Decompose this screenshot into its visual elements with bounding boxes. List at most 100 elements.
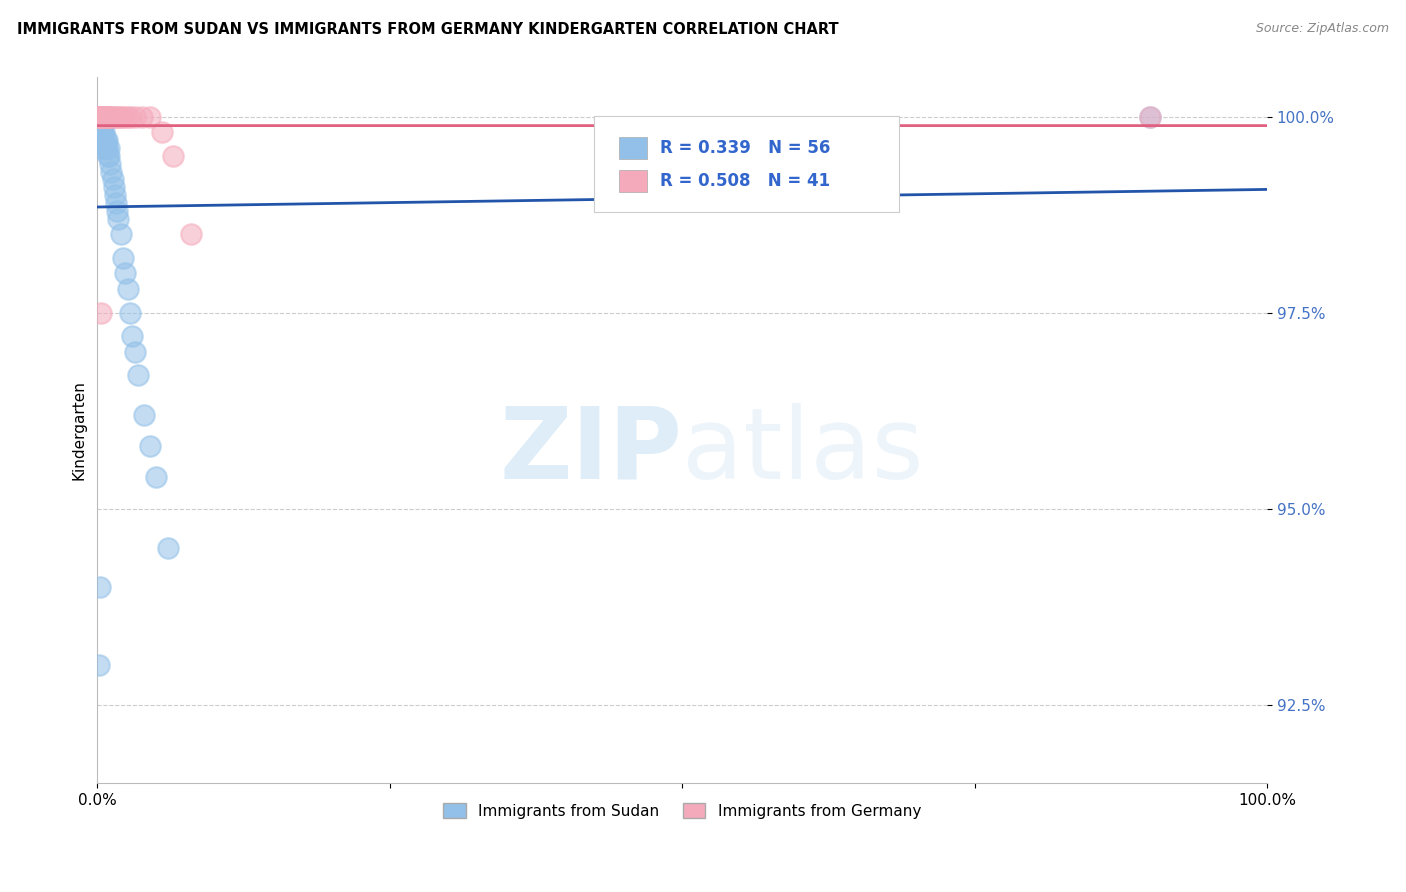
Point [89,110,111,124]
Point [124,344,146,359]
Point [94,110,117,124]
Point [90,110,112,124]
Y-axis label: Kindergarten: Kindergarten [72,380,86,480]
Point [94,141,117,155]
Point [90,133,112,147]
Point [145,470,167,484]
Point [90,141,112,155]
Point [107,211,129,226]
Point [89,110,111,124]
Point [162,149,184,163]
Point [89,110,111,124]
Point [134,408,156,422]
Point [100,164,122,178]
Point [87,110,110,124]
Point [87,110,110,124]
Point [91,110,114,124]
Point [94,133,117,147]
Point [87,658,110,673]
Point [90,118,112,132]
FancyBboxPatch shape [619,169,647,193]
Legend: Immigrants from Sudan, Immigrants from Germany: Immigrants from Sudan, Immigrants from G… [437,797,927,825]
Point [89,118,111,132]
Point [110,227,132,242]
Point [91,110,114,124]
Point [96,141,118,155]
Point [87,110,110,124]
Point [89,110,111,124]
Point [114,267,136,281]
Point [89,125,111,139]
Point [100,110,122,124]
Point [107,110,129,124]
Point [117,282,139,296]
Point [110,110,132,124]
Point [89,125,111,139]
Point [101,172,124,186]
Point [112,251,135,265]
Text: IMMIGRANTS FROM SUDAN VS IMMIGRANTS FROM GERMANY KINDERGARTEN CORRELATION CHART: IMMIGRANTS FROM SUDAN VS IMMIGRANTS FROM… [17,22,838,37]
Point [98,110,121,124]
Point [96,133,118,147]
Point [93,133,115,147]
Point [112,110,135,124]
Point [120,305,142,319]
Point [87,110,110,124]
Point [91,118,114,132]
Point [98,149,121,163]
Point [96,110,118,124]
Point [90,110,112,124]
Point [91,118,114,132]
Point [90,125,112,139]
Text: Source: ZipAtlas.com: Source: ZipAtlas.com [1256,22,1389,36]
Point [91,125,114,139]
Point [121,329,143,343]
Point [97,149,120,163]
Point [1139,110,1161,124]
Point [91,133,114,147]
Text: atlas: atlas [682,403,924,500]
Text: ZIP: ZIP [499,403,682,500]
Point [139,110,162,124]
Point [180,227,202,242]
Point [94,110,117,124]
Point [87,110,110,124]
Point [91,133,114,147]
Point [87,110,110,124]
Point [98,110,121,124]
Point [115,110,138,124]
Point [1139,110,1161,124]
Point [87,118,110,132]
Point [89,118,111,132]
Point [89,580,111,594]
Point [96,110,118,124]
Point [150,125,173,139]
Point [105,203,128,218]
Point [87,110,110,124]
Point [105,110,128,124]
Point [93,110,115,124]
Point [87,118,110,132]
Point [127,368,149,383]
Point [104,188,127,202]
Point [90,305,112,319]
Point [98,141,121,155]
Point [93,110,115,124]
Text: R = 0.339   N = 56: R = 0.339 N = 56 [659,139,831,157]
Point [87,110,110,124]
FancyBboxPatch shape [595,116,898,211]
Point [87,118,110,132]
Point [93,125,115,139]
Point [98,110,121,124]
Point [91,125,114,139]
Point [97,110,120,124]
Point [139,439,162,453]
Text: R = 0.508   N = 41: R = 0.508 N = 41 [659,172,830,190]
Point [103,180,125,194]
Point [90,110,112,124]
Point [124,110,146,124]
Point [120,110,142,124]
Point [91,110,114,124]
Point [87,110,110,124]
Point [91,110,114,124]
